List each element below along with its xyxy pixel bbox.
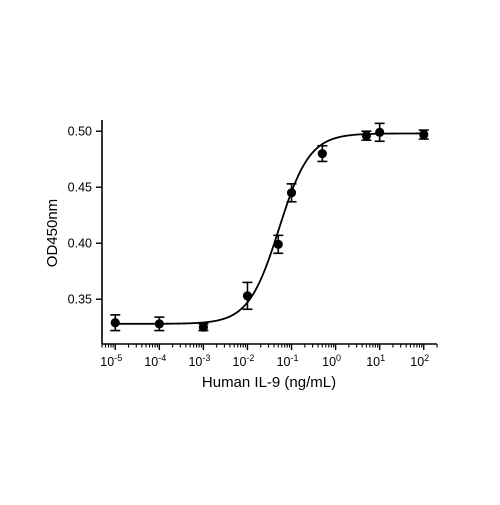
x-tick-label: 100 [322,353,341,369]
x-tick-label: 10-1 [277,353,299,369]
data-point [242,291,253,301]
y-ticks: 0.35 0.40 0.45 0.50 [68,125,102,307]
data-point [361,131,372,141]
data-point [198,322,208,332]
data-point [317,149,327,159]
x-tick-label: 10-4 [144,353,166,369]
data-point [273,239,283,249]
x-ticks: 10-5 10-4 10-3 10-2 10-1 100 101 102 [100,344,438,369]
y-tick-label: 0.50 [68,125,92,139]
x-tick-label: 102 [410,353,429,369]
x-tick-label: 101 [366,353,385,369]
data-point [110,318,120,328]
y-tick-label: 0.45 [68,181,92,195]
x-tick-label: 10-2 [233,353,255,369]
data-point [375,127,385,137]
x-tick-label: 10-5 [100,353,122,369]
y-tick-label: 0.40 [68,237,92,251]
axes [101,120,437,345]
y-tick-label: 0.35 [68,293,92,307]
y-axis-title: OD450nm [44,199,61,267]
fit-curve-group [115,132,424,325]
fit-curve [115,132,424,325]
x-axis-title: Human IL-9 (ng/mL) [202,374,336,391]
x-tick-label: 10-3 [188,353,210,369]
data-point [154,319,164,329]
data-points [110,122,429,332]
data-point [286,188,297,198]
data-point [419,129,429,140]
